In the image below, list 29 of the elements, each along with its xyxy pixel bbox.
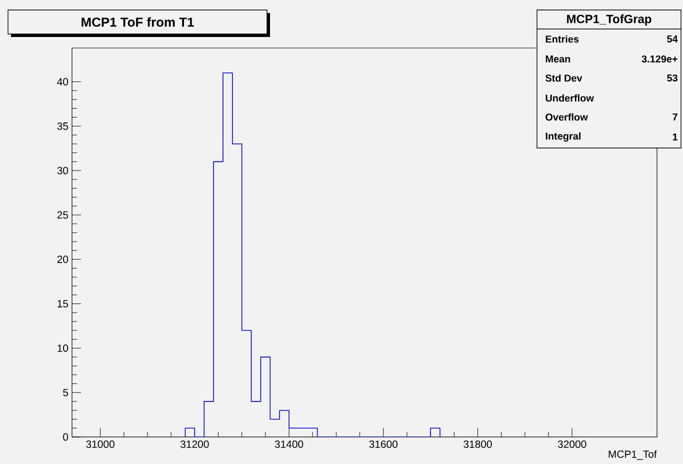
y-tick-label: 25	[57, 211, 68, 219]
text: 54	[667, 36, 678, 42]
x-tick-label: 32000	[558, 440, 586, 448]
annotation: Mean	[546, 56, 570, 62]
x-tick-label: 31800	[464, 440, 492, 448]
annotation: 3.129e+	[642, 55, 678, 63]
annotation: Std Dev	[545, 74, 582, 82]
annotation: Overflow	[546, 113, 588, 121]
y-tick-label: 15	[58, 300, 68, 308]
annotation: Underflow	[546, 94, 594, 102]
x-tick-label: 31600	[369, 440, 398, 448]
text: 53	[667, 74, 678, 82]
text: 7	[672, 114, 678, 120]
x-tick-label: 31400	[274, 440, 304, 448]
y-tick-label: 5	[63, 388, 68, 396]
x-tick-label: 31200	[180, 440, 209, 448]
y-tick-label: 40	[57, 78, 68, 86]
chart-title: MCP1 ToF from T1	[82, 17, 194, 27]
text: Entries	[546, 35, 579, 43]
text: 1	[672, 134, 678, 140]
y-tick-label: 35	[57, 122, 68, 130]
x-axis-title: MCP1_Tof	[608, 450, 657, 460]
text: MCP1_TofGrap	[567, 14, 652, 26]
x-tick-label: 31000	[86, 440, 114, 448]
y-tick-label: 20	[57, 256, 68, 264]
y-tick-label: 0	[63, 433, 68, 441]
annotation: Integral	[546, 132, 580, 142]
y-tick-label: 10	[58, 344, 68, 352]
y-tick-label: 30	[57, 166, 68, 174]
